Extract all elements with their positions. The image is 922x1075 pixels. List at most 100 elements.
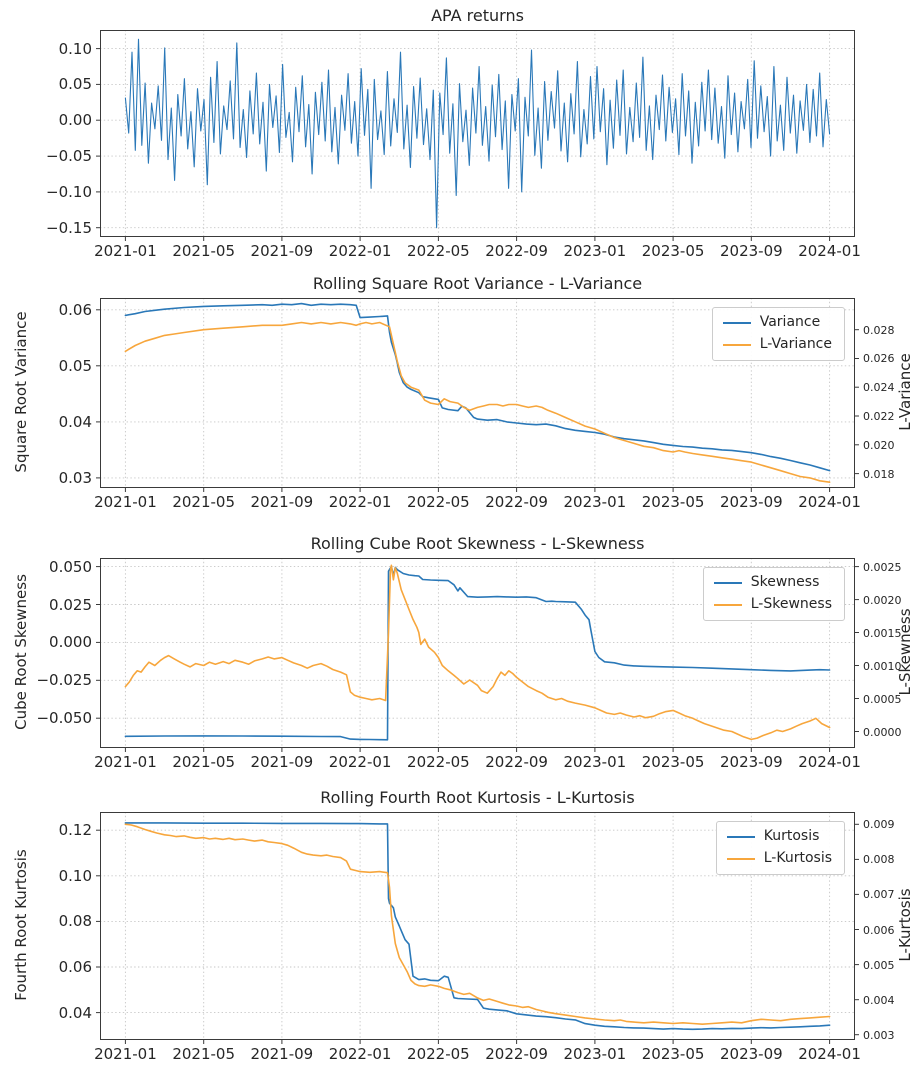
y-tick-label-right: 0.004 [863,993,895,1007]
x-tick-label: 2023-09 [719,1045,783,1063]
y-tick-label-left: 0.000 [49,633,92,652]
ylabel-l-skewness: L-Skewness [896,608,914,696]
legend-variance: Variance L-Variance [711,307,845,361]
x-tick-label: 2022-09 [485,753,548,771]
legend-item: Kurtosis [726,828,832,844]
y-tick-label-right: 0.007 [863,888,895,902]
y-tick-label-left: −0.025 [36,671,92,690]
y-tick-label-right: 0.0015 [863,626,902,640]
y-tick-label-right: 0.006 [863,923,895,937]
y-tick-label-left: −0.05 [46,147,92,166]
legend-skewness: Skewness L-Skewness [702,567,845,621]
x-tick-label: 2023-05 [641,1045,705,1063]
y-tick-label-left: 0.050 [49,557,92,576]
y-tick-label-right: 0.008 [863,853,895,867]
line-swatch-icon [726,835,755,838]
y-tick-label-left: 0.03 [58,468,92,487]
x-tick-label: 2021-01 [94,753,157,771]
y-tick-label-right: 0.0005 [863,692,902,706]
legend-label: L-Variance [759,336,832,353]
x-tick-label: 2023-05 [641,242,705,260]
x-tick-label: 2021-05 [172,1045,235,1063]
y-tick-label-left: −0.10 [46,182,92,201]
x-tick-label: 2021-09 [250,1045,314,1063]
y-tick-label-right: 0.0020 [863,593,902,607]
x-tick-label: 2022-05 [407,1045,470,1063]
x-tick-label: 2022-01 [328,753,392,771]
x-tick-label: 2024-01 [798,753,861,771]
x-tick-label: 2021-09 [250,242,314,260]
legend-label: Kurtosis [763,828,820,844]
x-tick-label: 2022-05 [407,493,470,511]
y-tick-label-left: 0.04 [58,412,92,431]
y-tick-label-left: 0.10 [58,39,92,58]
y-tick-label-left: 0.08 [58,912,92,931]
x-tick-label: 2022-01 [328,242,392,260]
x-tick-label: 2021-09 [250,493,314,511]
y-tick-label-left: 0.00 [58,111,92,130]
chart-title-kurtosis: Rolling Fourth Root Kurtosis - L-Kurtosi… [320,788,635,807]
y-tick-label-right: 0.018 [863,467,895,481]
x-tick-label: 2023-05 [641,753,705,771]
legend-label: L-Kurtosis [763,850,832,867]
legend-label: Variance [759,314,821,330]
y-tick-label-right: 0.028 [863,323,895,337]
x-tick-label: 2021-05 [172,753,235,771]
x-tick-label: 2024-01 [798,1045,861,1063]
y-tick-label-right: 0.026 [863,352,895,366]
x-tick-label: 2023-01 [563,1045,627,1063]
x-tick-label: 2021-09 [250,753,314,771]
x-tick-label: 2023-01 [563,753,627,771]
y-tick-label-right: 0.022 [863,410,895,424]
ylabel-l-variance: L-Variance [896,353,914,431]
y-tick-label-left: 0.06 [58,300,92,319]
y-tick-label-left: 0.04 [58,1003,92,1022]
plot-area-returns [96,30,855,241]
x-tick-label: 2024-01 [798,242,861,260]
y-tick-label-right: 0.020 [863,438,895,452]
x-tick-label: 2022-01 [328,1045,392,1063]
chart-title-returns: APA returns [431,6,524,25]
x-tick-label: 2022-09 [485,242,548,260]
y-tick-label-right: 0.005 [863,958,895,972]
plot-area-skewness [96,558,859,752]
line-swatch-icon [722,321,751,324]
y-tick-label-right: 0.0025 [863,560,902,574]
y-tick-label-left: 0.05 [58,75,92,94]
x-tick-label: 2022-05 [407,242,470,260]
x-tick-label: 2021-01 [94,493,157,511]
legend-label: L-Skewness [750,596,832,613]
line-swatch-icon [713,604,742,607]
x-tick-label: 2021-05 [172,242,235,260]
y-tick-label-left: 0.025 [49,595,92,614]
y-tick-label-left: 0.12 [58,821,92,840]
y-tick-label-right: 0.003 [863,1028,895,1042]
x-tick-label: 2023-01 [563,242,627,260]
legend-kurtosis: Kurtosis L-Kurtosis [715,821,845,875]
legend-item: L-Kurtosis [726,850,832,867]
y-tick-label-right: 0.0000 [863,725,902,739]
x-tick-label: 2022-09 [485,1045,548,1063]
ylabel-square-root-variance: Square Root Variance [12,311,30,473]
y-tick-label-left: −0.15 [46,218,92,237]
x-tick-label: 2023-09 [719,493,783,511]
x-tick-label: 2024-01 [798,493,861,511]
legend-item: Variance [722,314,832,330]
x-tick-label: 2021-05 [172,493,235,511]
legend-item: L-Variance [722,336,832,353]
x-tick-label: 2021-01 [94,242,157,260]
line-swatch-icon [726,858,755,861]
y-tick-label-left: 0.06 [58,958,92,977]
line-swatch-icon [713,581,742,584]
x-tick-label: 2022-01 [328,493,392,511]
y-tick-label-left: 0.05 [58,356,92,375]
chart-title-skewness: Rolling Cube Root Skewness - L-Skewness [310,534,645,553]
x-tick-label: 2021-01 [94,1045,157,1063]
ylabel-l-kurtosis: L-Kurtosis [896,888,914,962]
x-tick-label: 2023-09 [719,753,783,771]
legend-label: Skewness [750,574,820,590]
x-tick-label: 2022-05 [407,753,470,771]
y-tick-label-right: 0.009 [863,818,895,832]
y-tick-label-left: 0.10 [58,866,92,885]
